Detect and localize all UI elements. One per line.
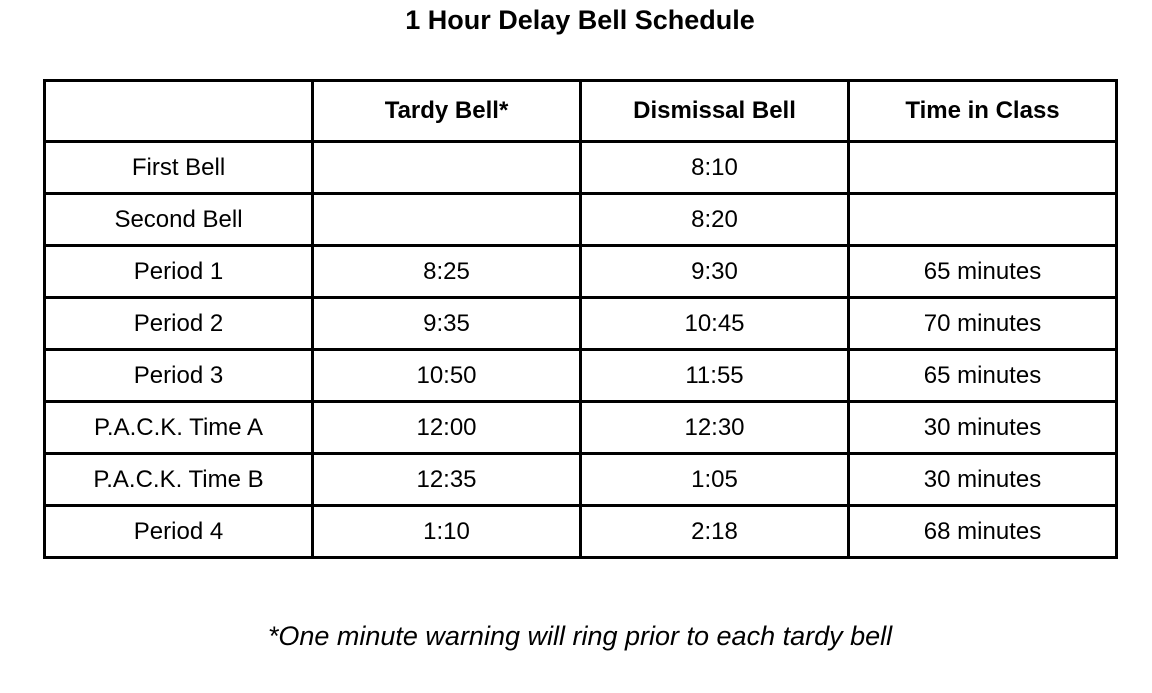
- table-row: Period 2 9:35 10:45 70 minutes: [43, 296, 1118, 351]
- header-tardy-bell: Tardy Bell*: [311, 79, 582, 143]
- tardy-bell-cell: 1:10: [311, 504, 582, 559]
- table-row: P.A.C.K. Time A 12:00 12:30 30 minutes: [43, 400, 1118, 455]
- header-dismissal-bell: Dismissal Bell: [579, 79, 850, 143]
- table-row: Period 4 1:10 2:18 68 minutes: [43, 504, 1118, 559]
- period-name-cell: Period 3: [43, 348, 314, 403]
- time-in-class-cell: 30 minutes: [847, 400, 1118, 455]
- period-name-cell: Period 2: [43, 296, 314, 351]
- tardy-bell-cell: 12:35: [311, 452, 582, 507]
- table-row: Second Bell 8:20: [43, 192, 1118, 247]
- period-name-cell: Period 4: [43, 504, 314, 559]
- footnote: *One minute warning will ring prior to e…: [267, 621, 893, 651]
- table-row: First Bell 8:10: [43, 140, 1118, 195]
- time-in-class-cell: 65 minutes: [847, 348, 1118, 403]
- time-in-class-cell: 65 minutes: [847, 244, 1118, 299]
- time-in-class-cell: [847, 140, 1118, 195]
- dismissal-bell-cell: 10:45: [579, 296, 850, 351]
- table-row: Period 1 8:25 9:30 65 minutes: [43, 244, 1118, 299]
- bell-schedule-table: Tardy Bell* Dismissal Bell Time in Class…: [43, 79, 1118, 559]
- tardy-bell-cell: 12:00: [311, 400, 582, 455]
- table-header-row: Tardy Bell* Dismissal Bell Time in Class: [43, 79, 1118, 143]
- dismissal-bell-cell: 8:10: [579, 140, 850, 195]
- header-period: [43, 79, 314, 143]
- page-title: 1 Hour Delay Bell Schedule: [405, 5, 755, 35]
- table-row: P.A.C.K. Time B 12:35 1:05 30 minutes: [43, 452, 1118, 507]
- dismissal-bell-cell: 12:30: [579, 400, 850, 455]
- dismissal-bell-cell: 11:55: [579, 348, 850, 403]
- period-name-cell: Period 1: [43, 244, 314, 299]
- period-name-cell: P.A.C.K. Time B: [43, 452, 314, 507]
- period-name-cell: P.A.C.K. Time A: [43, 400, 314, 455]
- dismissal-bell-cell: 2:18: [579, 504, 850, 559]
- period-name-cell: Second Bell: [43, 192, 314, 247]
- time-in-class-cell: 30 minutes: [847, 452, 1118, 507]
- header-time-in-class: Time in Class: [847, 79, 1118, 143]
- dismissal-bell-cell: 8:20: [579, 192, 850, 247]
- period-name-cell: First Bell: [43, 140, 314, 195]
- tardy-bell-cell: [311, 140, 582, 195]
- tardy-bell-cell: [311, 192, 582, 247]
- dismissal-bell-cell: 1:05: [579, 452, 850, 507]
- tardy-bell-cell: 10:50: [311, 348, 582, 403]
- time-in-class-cell: 68 minutes: [847, 504, 1118, 559]
- time-in-class-cell: 70 minutes: [847, 296, 1118, 351]
- time-in-class-cell: [847, 192, 1118, 247]
- tardy-bell-cell: 8:25: [311, 244, 582, 299]
- dismissal-bell-cell: 9:30: [579, 244, 850, 299]
- table-row: Period 3 10:50 11:55 65 minutes: [43, 348, 1118, 403]
- tardy-bell-cell: 9:35: [311, 296, 582, 351]
